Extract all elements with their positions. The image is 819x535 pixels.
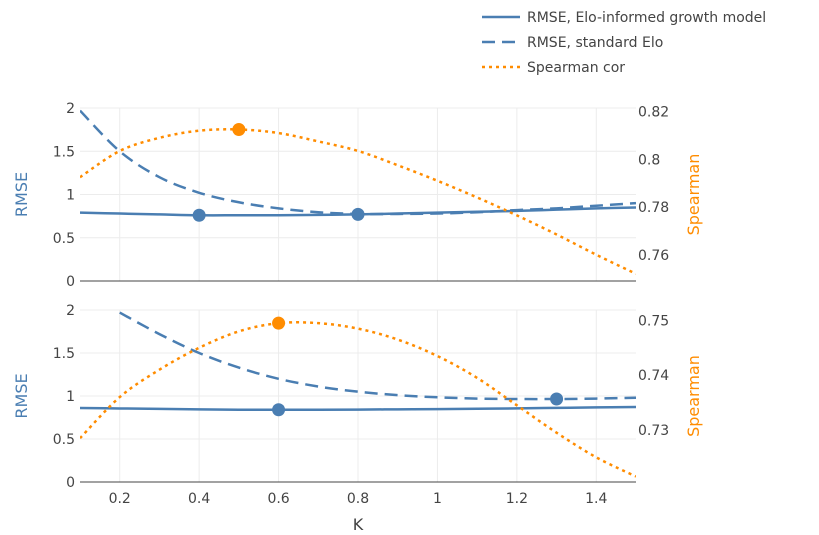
- y-right-tick-label: 0.73: [638, 423, 669, 439]
- legend-label: RMSE, standard Elo: [527, 35, 663, 51]
- legend-item[interactable]: Spearman cor: [482, 60, 625, 76]
- x-tick-label: 0.6: [267, 491, 289, 507]
- legend: RMSE, Elo-informed growth model RMSE, sta…: [482, 10, 766, 76]
- legend-label: RMSE, Elo-informed growth model: [527, 10, 766, 26]
- panel-2: 0 0.5 1 1.5 2 0.73 0.74 0.75 RMSE Spearman 0.2 0.4 0…: [12, 303, 703, 507]
- y-left-axis-title: RMSE: [12, 172, 31, 217]
- y-right-axis-title: Spearman: [684, 355, 703, 437]
- marker-point: [272, 403, 286, 417]
- y-right-tick-label: 0.76: [638, 248, 669, 264]
- x-tick-label: 0.2: [109, 491, 131, 507]
- x-tick-label: 0.4: [188, 491, 210, 507]
- marker-point: [192, 208, 206, 222]
- x-axis-title: K: [353, 515, 364, 534]
- series-line-solid: [80, 405, 636, 412]
- legend-label: Spearman cor: [527, 60, 625, 76]
- y-right-tick-label: 0.78: [638, 200, 669, 216]
- y-left-tick-label: 0: [66, 274, 75, 290]
- x-tick-label: 0.8: [347, 491, 369, 507]
- y-right-axis-title: Spearman: [684, 154, 703, 236]
- y-left-tick-label: 2: [66, 303, 75, 319]
- legend-item[interactable]: RMSE, Elo-informed growth model: [482, 10, 766, 26]
- y-left-tick-label: 1.5: [53, 346, 75, 362]
- y-left-tick-label: 1: [66, 389, 75, 405]
- x-tick-label: 1: [433, 491, 442, 507]
- y-left-tick-label: 0: [66, 475, 75, 491]
- marker-point: [550, 392, 564, 406]
- y-right-tick-label: 0.8: [638, 152, 660, 168]
- y-left-tick-label: 1.5: [53, 144, 75, 160]
- x-tick-label: 1.4: [585, 491, 607, 507]
- y-right-tick-label: 0.74: [638, 368, 669, 384]
- series-line-dotted: [80, 321, 636, 478]
- y-right-tick-label: 0.82: [638, 105, 669, 121]
- x-tick-label: 1.2: [506, 491, 528, 507]
- y-left-axis-title: RMSE: [12, 373, 31, 418]
- y-right-tick-label: 0.75: [638, 313, 669, 329]
- y-left-tick-label: 0.5: [53, 231, 75, 247]
- marker-point: [272, 316, 286, 330]
- panel-1: 0 0.5 1 1.5 2 0.76 0.78 0.8 0.82 RMSE Spearman: [12, 101, 703, 290]
- marker-point: [351, 207, 365, 221]
- y-left-tick-label: 0.5: [53, 432, 75, 448]
- marker-point: [232, 122, 246, 136]
- y-left-tick-label: 2: [66, 101, 75, 117]
- legend-item[interactable]: RMSE, standard Elo: [482, 35, 663, 51]
- y-left-tick-label: 1: [66, 188, 75, 204]
- series-line-dashed: [119, 311, 636, 401]
